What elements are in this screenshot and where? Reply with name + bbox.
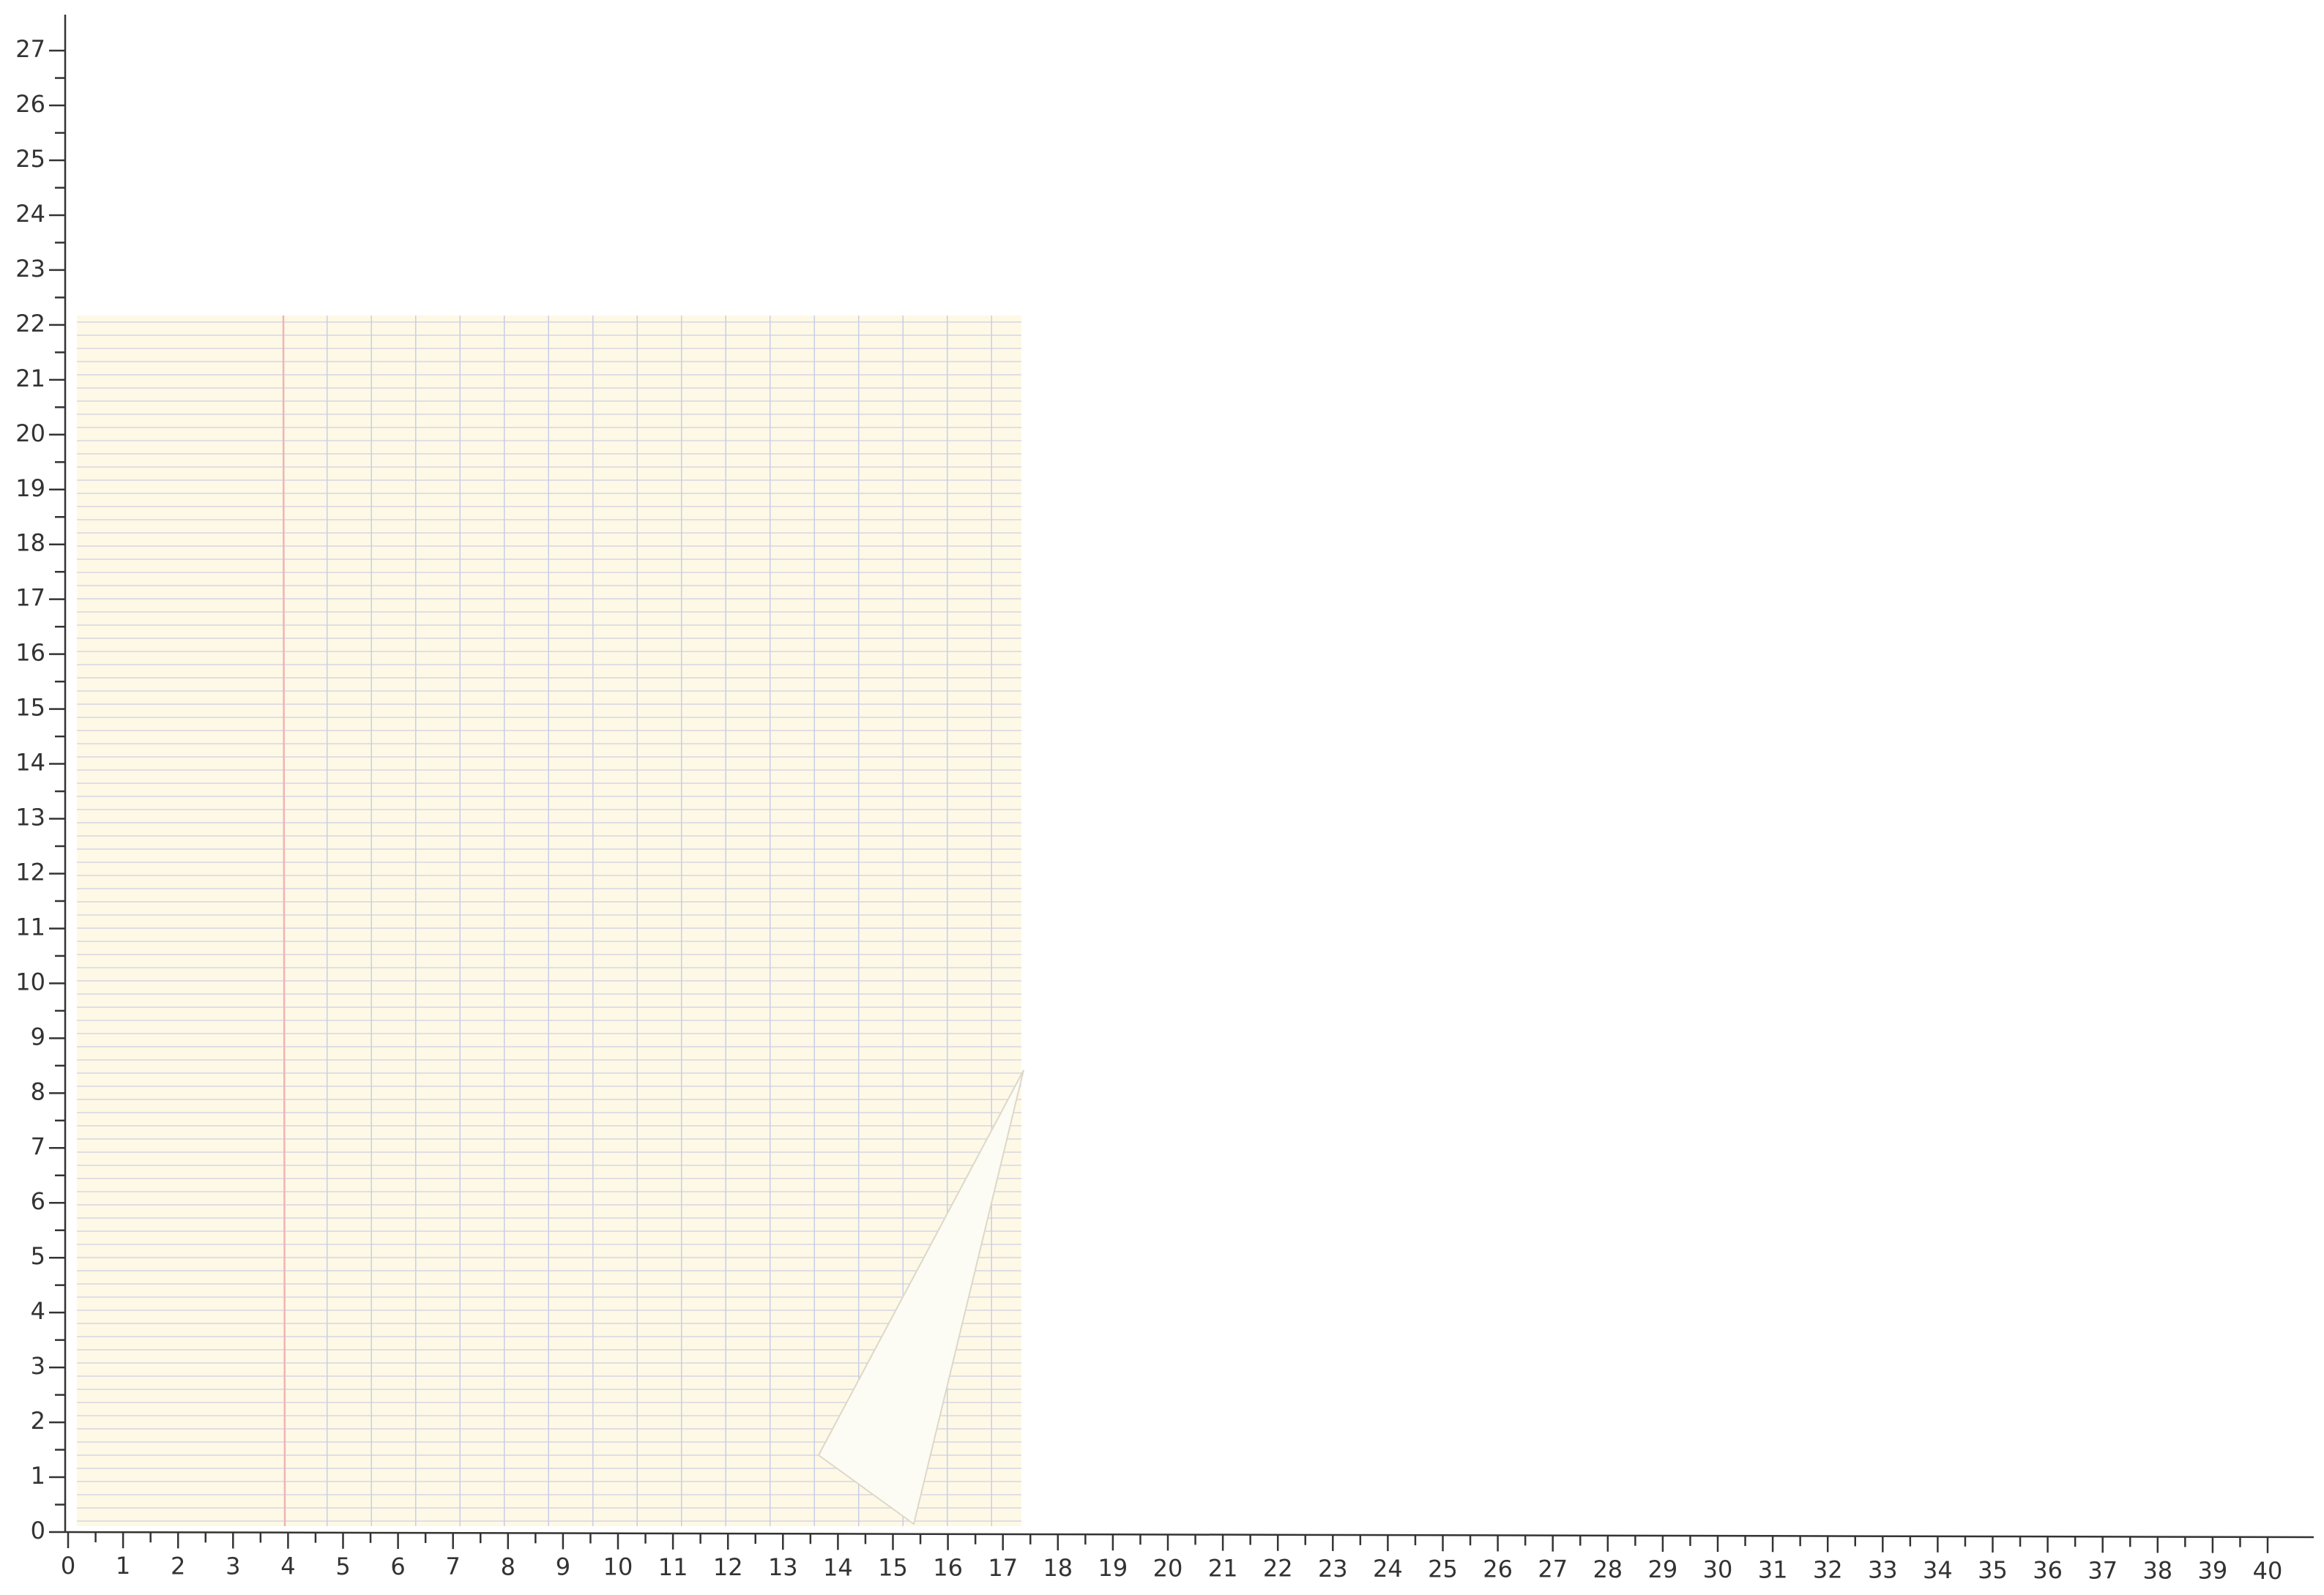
- y-ruler-label: 27: [15, 35, 45, 63]
- y-ruler-label: 25: [15, 145, 45, 173]
- x-axis-line: [64, 1531, 2314, 1539]
- x-ruler-label: 1: [116, 1552, 130, 1580]
- y-ruler-label: 14: [15, 749, 45, 777]
- x-ruler-label: 39: [2198, 1557, 2228, 1585]
- x-ruler-label: 16: [933, 1554, 963, 1582]
- x-ruler-label: 6: [390, 1553, 405, 1580]
- x-ruler-label: 26: [1483, 1555, 1513, 1583]
- x-ruler-label: 29: [1648, 1555, 1678, 1583]
- y-ruler-label: 8: [31, 1077, 45, 1105]
- x-ruler-label: 7: [446, 1553, 461, 1580]
- y-ruler-label: 5: [31, 1242, 45, 1270]
- y-ruler-label: 7: [31, 1132, 45, 1160]
- x-ruler-label: 22: [1263, 1555, 1293, 1583]
- x-ruler-label: 19: [1098, 1554, 1128, 1582]
- y-ruler-label: 10: [15, 968, 45, 996]
- x-ruler-label: 12: [713, 1553, 743, 1581]
- y-ruler-label: 19: [15, 474, 45, 502]
- y-ruler-label: 21: [15, 365, 45, 392]
- x-ruler-label: 17: [988, 1554, 1018, 1582]
- x-ruler-label: 0: [61, 1552, 75, 1580]
- x-ruler-label: 3: [226, 1553, 240, 1580]
- y-ruler-label: 22: [15, 310, 45, 337]
- y-ruler-label: 11: [15, 913, 45, 941]
- y-ruler-label: 26: [15, 90, 45, 118]
- y-ruler-label: 20: [15, 419, 45, 447]
- x-ruler-label: 4: [280, 1553, 295, 1580]
- y-ruler-label: 23: [15, 255, 45, 283]
- x-ruler-label: 40: [2253, 1557, 2283, 1585]
- paper-sheet: [77, 315, 1024, 1527]
- y-ruler-label: 0: [31, 1517, 45, 1544]
- x-ruler-label: 27: [1538, 1555, 1568, 1583]
- y-ruler-label: 1: [31, 1462, 45, 1490]
- x-ruler-label: 35: [1978, 1556, 2008, 1584]
- y-ruler-label: 13: [15, 804, 45, 832]
- x-ruler-label: 25: [1428, 1555, 1458, 1583]
- x-ruler-label: 37: [2087, 1556, 2118, 1584]
- x-ruler-label: 34: [1923, 1556, 1953, 1584]
- y-ruler-label: 3: [31, 1352, 45, 1380]
- x-ruler-label: 2: [171, 1552, 185, 1580]
- rulers: 0 1 2 3 4 5 6 7 8 9 10 11 12 13 14 15 16 17 18 19 20 21 22 23 24…: [15, 35, 2282, 1585]
- x-ruler-label: 31: [1758, 1555, 1788, 1583]
- x-ruler-label: 23: [1318, 1555, 1348, 1583]
- x-ruler-label: 9: [556, 1553, 570, 1581]
- y-ruler-label: 24: [15, 200, 45, 228]
- x-ruler-label: 30: [1703, 1555, 1733, 1583]
- y-ruler-label: 17: [15, 584, 45, 612]
- x-ruler-label: 15: [878, 1554, 908, 1582]
- x-ruler-label: 10: [603, 1553, 633, 1581]
- x-ruler-label: 20: [1153, 1554, 1183, 1582]
- x-ruler-label: 28: [1593, 1555, 1623, 1583]
- y-ruler-label: 4: [31, 1297, 45, 1325]
- x-ruler-label: 36: [2033, 1556, 2063, 1584]
- x-ruler-label: 32: [1813, 1555, 1843, 1583]
- y-ruler-label: 12: [15, 858, 45, 886]
- x-ruler-label: 24: [1373, 1555, 1403, 1583]
- x-ruler-label: 14: [823, 1553, 853, 1581]
- x-ruler-label: 8: [501, 1553, 515, 1580]
- x-ruler-label: 21: [1208, 1555, 1238, 1583]
- y-ruler-label: 2: [31, 1407, 45, 1435]
- x-ruler-label: 11: [658, 1553, 688, 1581]
- y-ruler-label: 6: [31, 1187, 45, 1215]
- x-ruler-label: 33: [1868, 1556, 1898, 1584]
- y-ruler-label: 18: [15, 529, 45, 557]
- y-ruler-label: 16: [15, 639, 45, 667]
- x-ruler-label: 38: [2142, 1556, 2172, 1584]
- x-ruler-label: 18: [1043, 1554, 1073, 1582]
- x-ruler-label: 13: [768, 1553, 798, 1581]
- y-ruler-label: 9: [31, 1023, 45, 1050]
- x-ruler-label: 5: [335, 1553, 350, 1580]
- y-ruler-label: 15: [15, 694, 45, 722]
